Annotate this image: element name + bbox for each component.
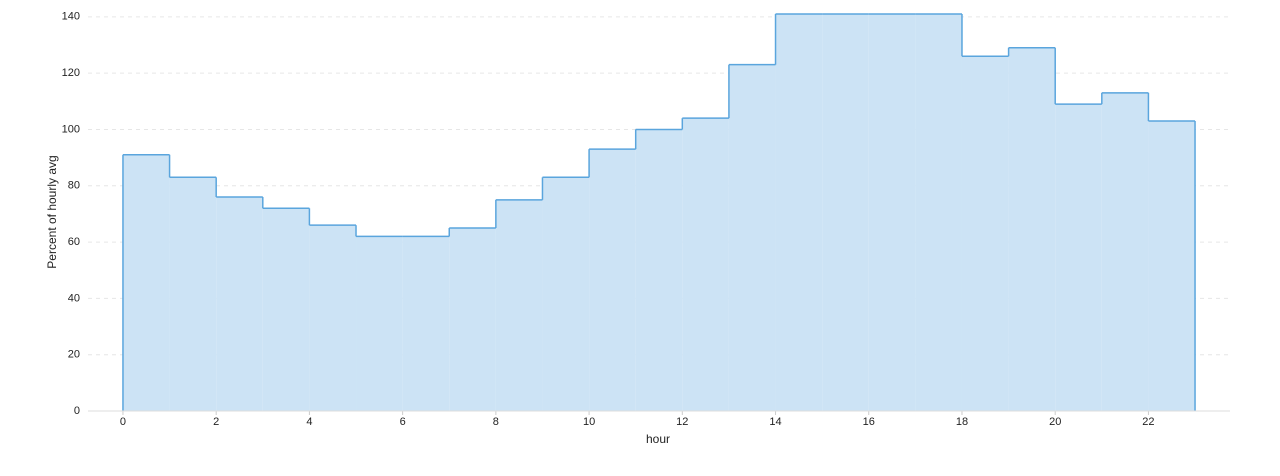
area-step [495,199,543,411]
x-tick-label: 16 [863,416,875,428]
x-tick-label: 12 [676,416,688,428]
area-step [589,149,636,412]
y-tick-label: 0 [74,405,80,417]
x-tick-label: 4 [306,416,312,428]
x-tick-label: 14 [769,416,781,428]
area-step [216,197,263,411]
x-tick-label: 20 [1049,416,1061,428]
area-step [122,154,170,411]
y-tick-label: 20 [68,349,80,361]
area-step [356,236,403,411]
x-tick-label: 10 [583,416,595,428]
area-step [449,227,496,411]
area-step [775,14,823,411]
area-step [1101,92,1149,411]
x-tick-label: 6 [400,416,406,428]
area-step [868,14,916,411]
area-step [309,225,357,411]
area-step [682,118,729,411]
y-axis-label: Percent of hourly avg [45,155,59,268]
y-tick-label: 100 [62,123,80,135]
area-step [728,64,776,412]
area-step [822,14,869,411]
area-step [961,56,1009,412]
y-tick-label: 120 [62,67,80,79]
area-step [402,236,450,411]
area-step [542,177,590,411]
y-tick-label: 80 [68,180,80,192]
y-tick-label: 140 [62,11,80,23]
area-step [262,208,310,411]
area-step [1055,104,1102,411]
x-tick-label: 22 [1142,416,1154,428]
x-axis-label: hour [646,432,670,446]
y-tick-label: 40 [68,292,80,304]
x-tick-label: 8 [493,416,499,428]
area-step [169,177,217,411]
y-tick-label: 60 [68,236,80,248]
area-step [1148,120,1196,411]
area-step [915,14,962,411]
x-tick-label: 2 [213,416,219,428]
x-tick-label: 18 [956,416,968,428]
x-tick-label: 0 [120,416,126,428]
area-step [1008,47,1056,412]
area-step [635,129,683,412]
